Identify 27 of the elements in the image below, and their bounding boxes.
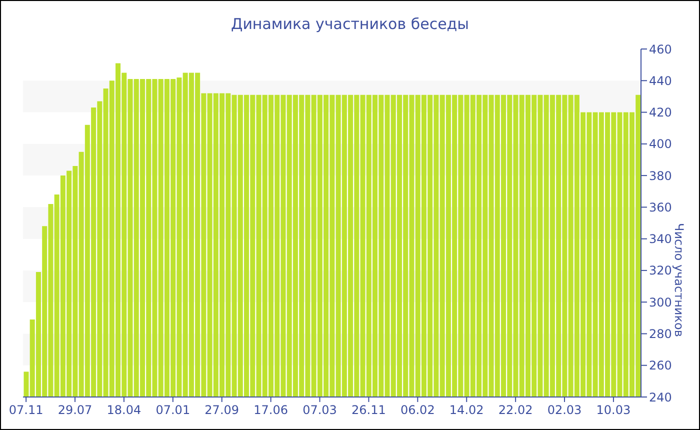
y-tick-label: 460 [649,42,672,56]
x-tick-label: 02.03 [547,403,582,417]
y-tick-label: 440 [649,74,672,88]
x-tick-label: 07.11 [8,403,44,417]
y-tick-label: 360 [649,200,672,214]
x-tick-label: 07.03 [302,403,337,417]
x-tick-label: 27.09 [204,403,240,417]
x-tick-label: 14.02 [449,403,484,417]
y-tick-label: 240 [649,390,672,404]
y-tick-label: 280 [649,326,672,341]
x-tick-label: 10.03 [596,403,631,417]
y-tick-label: 340 [649,232,672,246]
x-tick-label: 07.01 [156,403,190,417]
x-tick-label: 22.02 [498,403,533,417]
y-tick-label: 300 [649,295,672,310]
x-tick-label: 18.04 [106,403,142,417]
x-tick-label: 06.02 [400,403,435,417]
x-tick-label: 26.11 [352,403,386,417]
y-tick-label: 400 [649,137,672,152]
chart-title: Динамика участников беседы [230,15,470,35]
y-axis-title: Число участников [672,223,686,337]
y-tick-label: 380 [649,168,672,183]
x-tick-label: 17.06 [254,403,288,417]
y-tick-label: 320 [649,264,672,278]
x-tick-label: 29.07 [58,403,92,417]
y-tick-label: 420 [649,106,672,120]
y-tick-label: 260 [649,358,672,373]
